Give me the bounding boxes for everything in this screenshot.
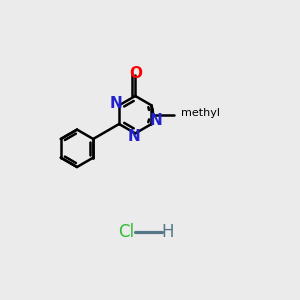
Text: methyl: methyl: [181, 108, 220, 118]
Text: N: N: [128, 129, 140, 144]
Text: O: O: [129, 65, 142, 80]
Text: N: N: [109, 96, 122, 111]
Text: H: H: [161, 224, 174, 242]
Text: N: N: [150, 113, 163, 128]
Text: Cl: Cl: [118, 224, 134, 242]
